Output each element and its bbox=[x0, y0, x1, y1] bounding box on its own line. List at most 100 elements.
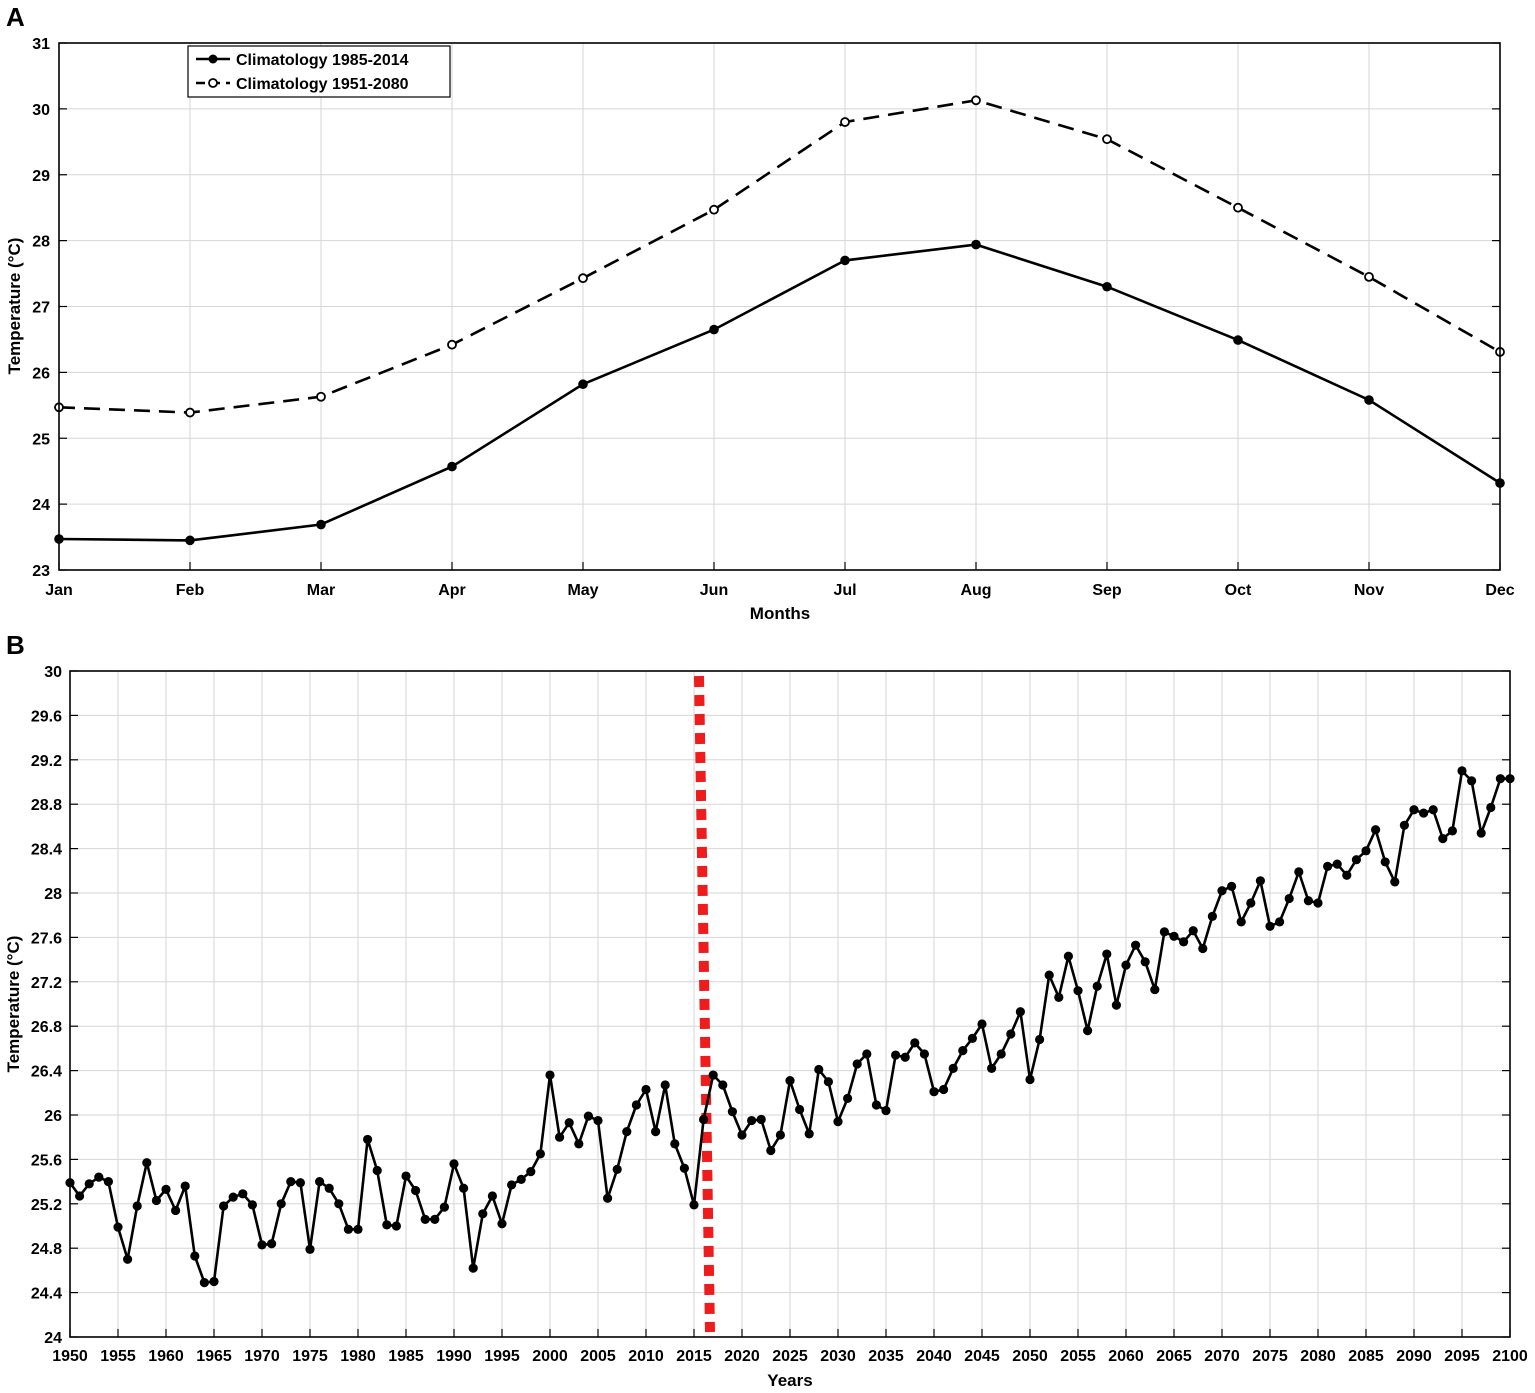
panel-a-point-filled bbox=[578, 379, 588, 390]
panel-b-point bbox=[651, 1127, 661, 1137]
panel-b-y-tick-label: 24.4 bbox=[31, 1286, 62, 1303]
panel-b-point bbox=[1227, 881, 1237, 891]
panel-b-point bbox=[795, 1104, 805, 1115]
panel-b-point bbox=[708, 1070, 718, 1080]
panel-b-point bbox=[612, 1164, 622, 1174]
panel-b-point bbox=[862, 1049, 872, 1059]
panel-a-series-line-1 bbox=[58, 243, 1501, 542]
panel-b-point bbox=[1419, 808, 1429, 818]
panel-b-point bbox=[1255, 876, 1265, 886]
panel-b-point bbox=[900, 1052, 910, 1062]
panel-b-x-tick-label: 2030 bbox=[820, 1348, 856, 1365]
panel-a-x-tick-labels: Jan Feb Mar Apr May Jun Jul Aug Sep Oct Nov Dec bbox=[45, 582, 1515, 599]
panel-a-point-open bbox=[1233, 202, 1243, 213]
panel-b-point bbox=[142, 1158, 152, 1168]
panel-a-x-tick-label: Oct bbox=[1225, 582, 1252, 599]
panel-b-x-tick-label: 2060 bbox=[1108, 1348, 1144, 1365]
panel-b-point bbox=[372, 1165, 382, 1176]
panel-b-point bbox=[420, 1214, 430, 1224]
panel-b-point bbox=[315, 1177, 325, 1187]
panel-b-point bbox=[257, 1240, 267, 1250]
panel-b-point bbox=[593, 1115, 603, 1126]
legend-open-circle-marker bbox=[208, 78, 218, 88]
legend-box bbox=[187, 45, 451, 98]
panel-b-point bbox=[843, 1093, 853, 1103]
panel-b-point bbox=[727, 1107, 738, 1117]
panel-b-point bbox=[411, 1185, 421, 1196]
panel-b-point bbox=[948, 1063, 958, 1073]
panel-b-point bbox=[1159, 927, 1169, 937]
panel-b-x-tick-label: 2095 bbox=[1444, 1348, 1480, 1365]
panel-a-x-tick-label: Nov bbox=[1354, 582, 1384, 599]
panel-a-y-tick-label: 27 bbox=[32, 300, 50, 317]
panel-b-point bbox=[1294, 867, 1304, 877]
panel-a-x-tick-label: Aug bbox=[960, 582, 991, 599]
panel-b-point bbox=[94, 1172, 104, 1182]
panel-b-point bbox=[1438, 834, 1448, 844]
panel-b-point bbox=[871, 1100, 882, 1110]
panel-b-y-tick-label: 26 bbox=[44, 1108, 62, 1125]
panel-b-y-tick-label: 24.8 bbox=[31, 1241, 62, 1258]
panel-b-x-tick-label: 2045 bbox=[964, 1348, 1000, 1365]
panel-b-point bbox=[1044, 970, 1054, 980]
panel-b-point bbox=[1131, 940, 1141, 950]
panel-b-point bbox=[1140, 957, 1150, 967]
panel-b-point bbox=[238, 1189, 248, 1199]
panel-b-point bbox=[1380, 857, 1390, 867]
panel-b-point bbox=[996, 1049, 1006, 1059]
panel-b-point bbox=[910, 1038, 920, 1048]
panel-b-point bbox=[1092, 981, 1102, 991]
legend-filled-circle-marker bbox=[208, 54, 218, 64]
panel-a-x-tick-label: Apr bbox=[438, 582, 466, 599]
panel-b-point bbox=[516, 1174, 526, 1184]
panel-b-point bbox=[641, 1084, 651, 1095]
panel-b-x-tick-label: 1970 bbox=[244, 1348, 280, 1365]
panel-b-point bbox=[1063, 951, 1073, 961]
panel-b-point bbox=[1150, 984, 1160, 995]
panel-b-x-tick-label: 2080 bbox=[1300, 1348, 1336, 1365]
panel-b-x-tick-label: 1985 bbox=[388, 1348, 424, 1365]
panel-b-point bbox=[564, 1118, 574, 1128]
panel-b-y-tick-label: 27.6 bbox=[31, 930, 62, 947]
panel-b-point bbox=[967, 1033, 978, 1044]
reference-line-2015 bbox=[694, 675, 715, 1333]
panel-b-label: B bbox=[6, 630, 25, 660]
panel-b-y-tick-label: 25.2 bbox=[31, 1197, 62, 1214]
panel-b-x-tick-label: 1950 bbox=[52, 1348, 88, 1365]
panel-b-point bbox=[1121, 960, 1131, 970]
panel-b-point bbox=[1467, 776, 1477, 786]
panel-b-point bbox=[1246, 898, 1256, 908]
panel-b-x-tick-label: 2050 bbox=[1012, 1348, 1048, 1365]
panel-b-point bbox=[823, 1077, 834, 1087]
panel-b-point bbox=[1035, 1034, 1045, 1045]
panel-b-point bbox=[1495, 774, 1505, 784]
panel-b-point bbox=[1409, 805, 1419, 815]
panel-b-point bbox=[190, 1251, 200, 1261]
panel-b-point bbox=[958, 1046, 968, 1056]
panel-b-point bbox=[151, 1195, 161, 1206]
panel-b-point bbox=[1217, 886, 1227, 896]
panel-b-point bbox=[737, 1130, 747, 1140]
panel-b-x-tick-label: 1965 bbox=[196, 1348, 232, 1365]
panel-b-point bbox=[1332, 859, 1342, 869]
panel-b-x-tick-label: 1955 bbox=[100, 1348, 136, 1365]
panel-b-point bbox=[84, 1179, 94, 1189]
panel-b-chart: B 24 24.4 24.8 25.2 25.6 26 26.4 26.8 27.2 27.6 28… bbox=[4, 630, 1528, 1390]
panel-b-series bbox=[65, 766, 1515, 1288]
panel-b-x-tick-label: 2020 bbox=[724, 1348, 760, 1365]
panel-a-grid bbox=[58, 42, 1501, 571]
panel-a-x-tick-label: Feb bbox=[176, 582, 205, 599]
panel-a-point-open bbox=[971, 95, 981, 106]
panel-a-point-open bbox=[840, 117, 850, 127]
panel-b-point bbox=[1284, 893, 1294, 904]
panel-b-point bbox=[363, 1134, 373, 1145]
panel-b-point bbox=[718, 1080, 728, 1090]
panel-b-point bbox=[1342, 870, 1352, 880]
panel-b-point bbox=[180, 1181, 190, 1191]
panel-b-point bbox=[286, 1177, 296, 1187]
panel-a-point-open bbox=[185, 407, 195, 418]
panel-b-point bbox=[929, 1087, 939, 1097]
panel-a-y-tick-label: 26 bbox=[32, 365, 50, 382]
